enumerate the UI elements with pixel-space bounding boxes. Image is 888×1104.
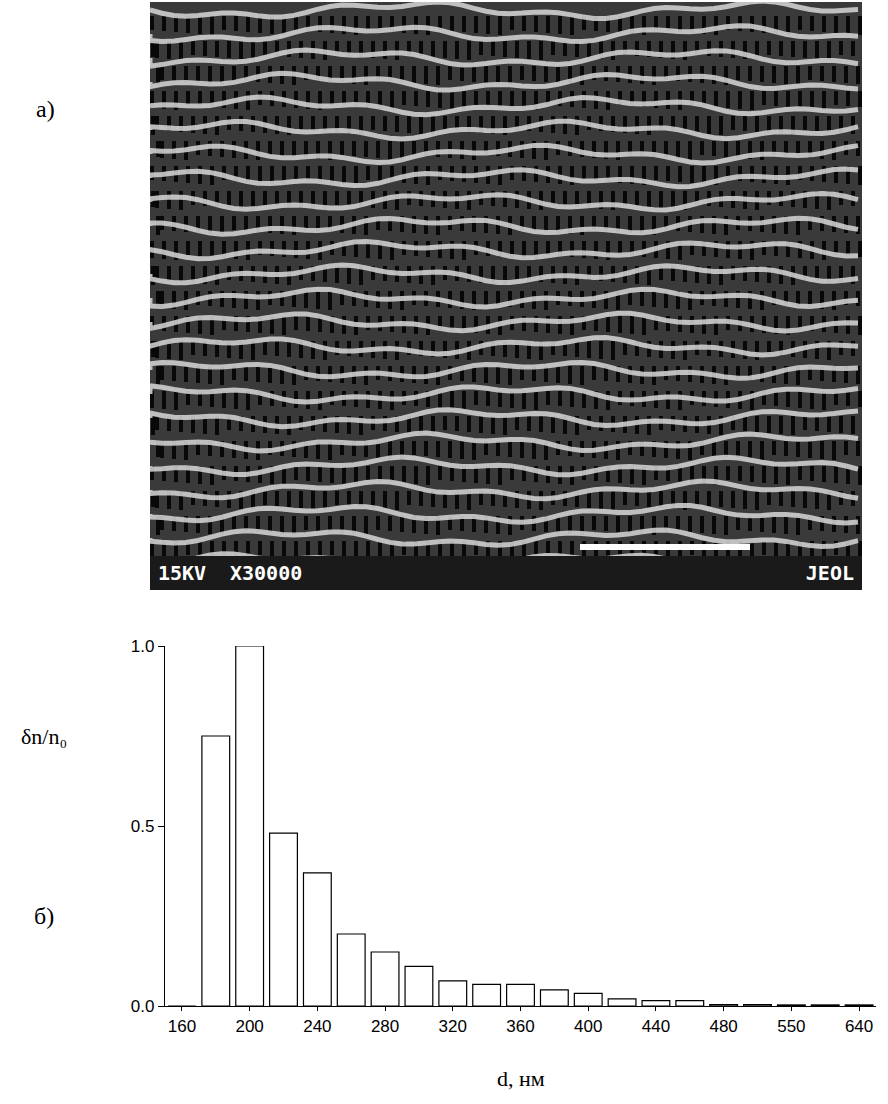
- svg-text:0.0: 0.0: [131, 997, 155, 1016]
- svg-text:240: 240: [303, 1017, 331, 1036]
- svg-text:480: 480: [709, 1017, 737, 1036]
- svg-text:320: 320: [439, 1017, 467, 1036]
- svg-text:0.5: 0.5: [131, 817, 155, 836]
- svg-text:15KV: 15KV: [158, 561, 206, 585]
- svg-text:200: 200: [235, 1017, 263, 1036]
- svg-text:640: 640: [845, 1017, 873, 1036]
- svg-text:JEOL: JEOL: [806, 561, 854, 585]
- svg-text:440: 440: [642, 1017, 670, 1036]
- svg-text:400: 400: [574, 1017, 602, 1036]
- svg-text:550: 550: [777, 1017, 805, 1036]
- svg-text:360: 360: [506, 1017, 534, 1036]
- svg-text:1.0: 1.0: [131, 637, 155, 656]
- svg-text:б): б): [34, 903, 54, 929]
- html-text:a): a): [36, 96, 55, 122]
- svg-text:δn/n₀: δn/n₀: [21, 724, 67, 749]
- svg-text:160: 160: [168, 1017, 196, 1036]
- svg-text:280: 280: [371, 1017, 399, 1036]
- svg-text:d, нм: d, нм: [497, 1066, 545, 1091]
- svg-text:X30000: X30000: [230, 561, 302, 585]
